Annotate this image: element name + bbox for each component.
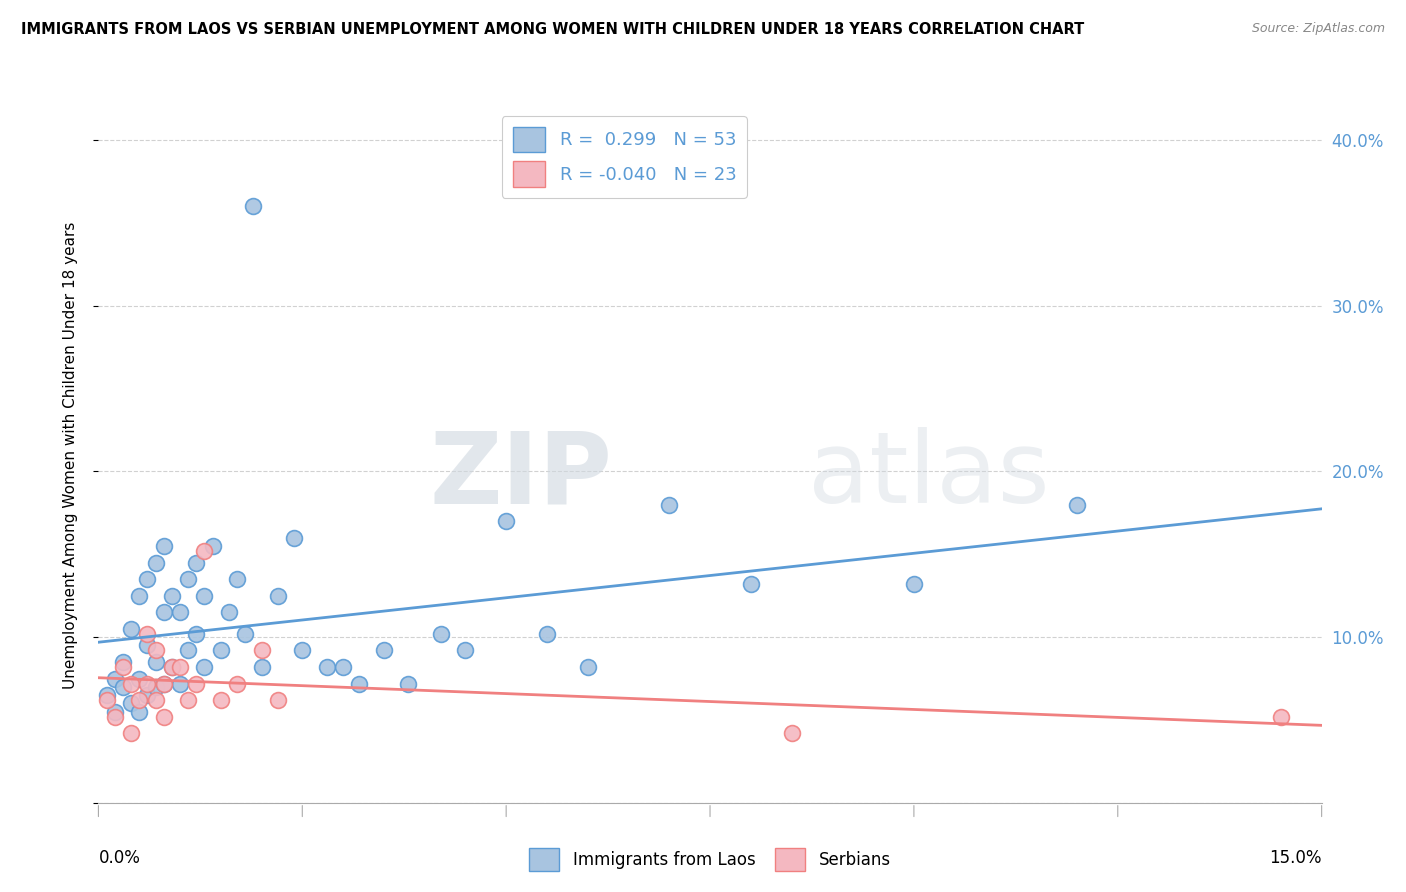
Point [111, 655, 134, 669]
Point [96, 688, 118, 702]
Point [128, 589, 150, 603]
Point [233, 627, 256, 641]
Text: Source: ZipAtlas.com: Source: ZipAtlas.com [1251, 22, 1385, 36]
Point [128, 705, 150, 719]
Point [226, 676, 249, 690]
Point [267, 693, 290, 707]
Point [145, 556, 167, 570]
Point [177, 572, 200, 586]
Text: 0.0%: 0.0% [98, 849, 141, 867]
Point [120, 676, 142, 690]
Point [193, 589, 215, 603]
Point [104, 709, 127, 723]
Point [111, 680, 134, 694]
Point [160, 660, 183, 674]
Point [152, 676, 174, 690]
Legend: Immigrants from Laos, Serbians: Immigrants from Laos, Serbians [523, 841, 897, 878]
Point [193, 544, 215, 558]
Point [740, 577, 762, 591]
Point [145, 643, 167, 657]
Point [242, 199, 264, 213]
Point [145, 693, 167, 707]
Text: IMMIGRANTS FROM LAOS VS SERBIAN UNEMPLOYMENT AMONG WOMEN WITH CHILDREN UNDER 18 : IMMIGRANTS FROM LAOS VS SERBIAN UNEMPLOY… [21, 22, 1084, 37]
Point [169, 676, 191, 690]
Point [96, 693, 118, 707]
Text: atlas: atlas [808, 427, 1049, 524]
Point [373, 643, 395, 657]
Point [186, 676, 208, 690]
Point [291, 643, 314, 657]
Point [1066, 498, 1088, 512]
Point [903, 577, 925, 591]
Point [120, 726, 142, 740]
Point [315, 660, 337, 674]
Point [120, 697, 142, 711]
Point [111, 660, 134, 674]
Point [177, 643, 200, 657]
Point [396, 676, 419, 690]
Point [250, 660, 273, 674]
Point [349, 676, 371, 690]
Point [177, 693, 200, 707]
Point [160, 660, 183, 674]
Point [495, 514, 517, 528]
Point [145, 655, 167, 669]
Point [283, 531, 305, 545]
Point [454, 643, 477, 657]
Point [104, 672, 127, 686]
Point [209, 643, 232, 657]
Point [169, 605, 191, 619]
Point [136, 639, 159, 653]
Point [186, 627, 208, 641]
Point [250, 643, 273, 657]
Point [152, 605, 174, 619]
Point [332, 660, 354, 674]
Point [169, 660, 191, 674]
Point [267, 589, 290, 603]
Point [780, 726, 803, 740]
Point [186, 556, 208, 570]
Point [536, 627, 558, 641]
Point [104, 705, 127, 719]
Text: 15.0%: 15.0% [1270, 849, 1322, 867]
Point [136, 627, 159, 641]
Point [1270, 709, 1292, 723]
Point [128, 693, 150, 707]
Point [120, 622, 142, 636]
Point [136, 688, 159, 702]
Point [136, 572, 159, 586]
Point [152, 676, 174, 690]
Point [218, 605, 240, 619]
Point [152, 709, 174, 723]
Point [226, 572, 249, 586]
Y-axis label: Unemployment Among Women with Children Under 18 years: Unemployment Among Women with Children U… [63, 221, 77, 689]
Point [209, 693, 232, 707]
Point [128, 672, 150, 686]
Point [152, 539, 174, 553]
Point [201, 539, 224, 553]
Point [576, 660, 599, 674]
Point [193, 660, 215, 674]
Point [160, 589, 183, 603]
Point [136, 676, 159, 690]
Text: ZIP: ZIP [429, 427, 612, 524]
Point [145, 680, 167, 694]
Point [430, 627, 453, 641]
Point [658, 498, 681, 512]
